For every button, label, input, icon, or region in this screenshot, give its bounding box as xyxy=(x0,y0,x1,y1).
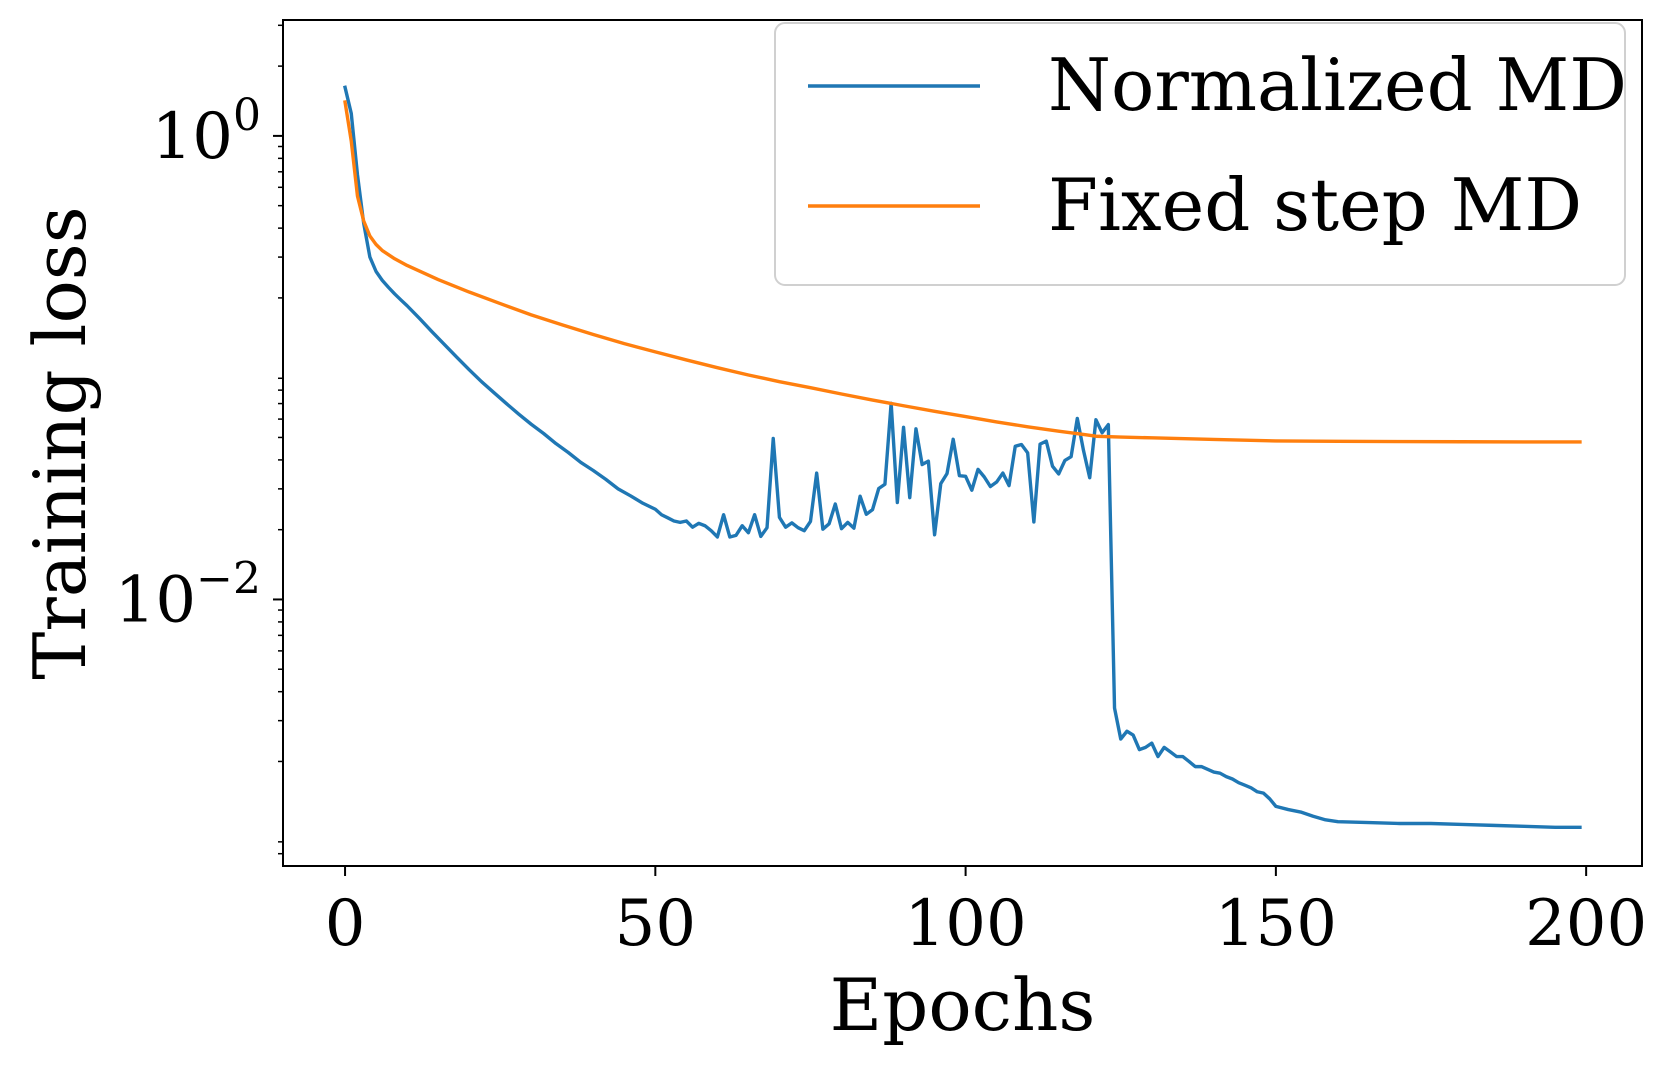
y-tick-base: 10 xyxy=(152,100,233,174)
series-layer xyxy=(343,85,1582,829)
x-tick-label: 50 xyxy=(615,887,696,961)
series-line-normalized-md xyxy=(343,85,1582,829)
x-axis-label: Epochs xyxy=(830,963,1096,1047)
legend-items: Normalized MD Fixed step MD xyxy=(808,43,1627,247)
x-tick-label: 100 xyxy=(905,887,1027,961)
y-tick-exponent: −2 xyxy=(196,553,261,604)
plot-frame xyxy=(282,19,1643,867)
y-tick-exponent: 0 xyxy=(233,90,261,141)
y-axis-label: Training loss xyxy=(18,206,102,679)
legend-label-normalized-md: Normalized MD xyxy=(1048,43,1627,127)
y-tick-base: 10 xyxy=(115,563,196,637)
series-line-fixed-step-md xyxy=(343,100,1582,444)
legend-label-fixed-step-md: Fixed step MD xyxy=(1048,163,1582,247)
legend-box xyxy=(774,22,1626,286)
legend: Normalized MD Fixed step MD xyxy=(774,22,1627,286)
x-tick-label: 200 xyxy=(1525,887,1647,961)
y-tick-label: 100 xyxy=(152,90,261,174)
x-tick-label: 150 xyxy=(1215,887,1337,961)
x-axis-ticks: 0 50 100 150 200 xyxy=(325,866,1647,961)
y-tick-label: 10−2 xyxy=(115,553,261,637)
x-tick-label: 0 xyxy=(325,887,366,961)
